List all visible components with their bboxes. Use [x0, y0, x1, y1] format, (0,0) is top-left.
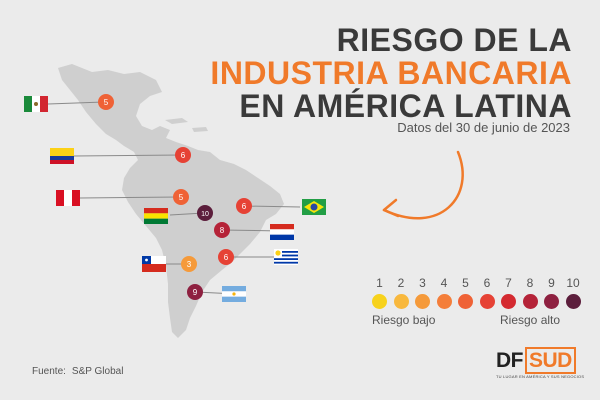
- risk-marker-brazil: 6: [236, 198, 252, 214]
- scale-number-9: 9: [548, 276, 555, 290]
- svg-text:5: 5: [179, 193, 184, 202]
- high-risk-label: Riesgo alto: [500, 313, 561, 327]
- source-label: Fuente:: [32, 366, 66, 377]
- scale-number-3: 3: [419, 276, 426, 290]
- source-value: S&P Global: [71, 366, 124, 377]
- scale-number-1: 1: [376, 276, 383, 290]
- low-risk-label: Riesgo bajo: [372, 313, 436, 327]
- scale-dot-2: [393, 294, 409, 309]
- risk-marker-colombia: 6: [175, 147, 191, 163]
- title-line-3: EN AMÉRICA LATINA: [239, 88, 572, 124]
- scale-dot-1: [372, 294, 387, 309]
- scale-number-5: 5: [462, 276, 469, 290]
- svg-text:10: 10: [201, 211, 209, 218]
- scale-number-8: 8: [526, 276, 534, 290]
- risk-marker-mexico: 5: [98, 94, 114, 110]
- svg-text:5: 5: [104, 98, 109, 107]
- risk-marker-uruguay: 6: [218, 249, 234, 265]
- scale-number-2: 2: [397, 276, 405, 290]
- paraguay-flag: [270, 224, 294, 240]
- logo-tagline: TU LUGAR EN AMÉRICA Y SUS NEGOCIOS: [496, 374, 585, 379]
- svg-text:6: 6: [181, 151, 186, 160]
- svg-text:6: 6: [224, 253, 229, 262]
- title-line-2: INDUSTRIA BANCARIA: [210, 55, 572, 91]
- scale-dot-5: [458, 294, 473, 309]
- latin-america-map: [58, 64, 284, 338]
- risk-marker-chile: 3: [181, 256, 197, 272]
- scale-dot-9: [544, 294, 559, 309]
- risk-marker-argentina: 9: [187, 284, 203, 300]
- svg-text:9: 9: [193, 288, 198, 297]
- colombia-flag: [50, 148, 74, 164]
- logo-sud: SUD: [525, 347, 576, 374]
- title-line-1: RIESGO DE LA: [336, 22, 572, 58]
- scale-dot-3: [415, 294, 430, 309]
- scale-dot-4: [436, 294, 452, 309]
- risk-marker-peru: 5: [173, 189, 189, 205]
- mexico-flag: [24, 96, 48, 112]
- scale-dot-7: [501, 294, 516, 309]
- svg-text:3: 3: [187, 260, 192, 269]
- source-note: Fuente: S&P Global: [32, 366, 129, 377]
- scale-number-7: 7: [505, 276, 512, 290]
- risk-marker-paraguay: 8: [214, 222, 230, 238]
- subtitle: Datos del 30 de junio de 2023: [397, 120, 570, 135]
- peru-flag: [56, 190, 80, 206]
- scale-dot-10: [565, 294, 581, 309]
- logo-df: DF: [496, 349, 524, 372]
- svg-text:8: 8: [220, 226, 225, 235]
- argentina-flag: [222, 286, 246, 302]
- scale-number-10: 10: [566, 276, 580, 290]
- scale-dot-6: [479, 294, 495, 309]
- risk-marker-bolivia: 10: [197, 205, 213, 221]
- brazil-flag: [302, 199, 326, 215]
- caribbean-islands: [165, 118, 208, 132]
- dfsud-logo: DF SUD TU LUGAR EN AMÉRICA Y SUS NEGOCIOS: [496, 347, 585, 390]
- uruguay-flag: [274, 249, 298, 265]
- bolivia-flag: [144, 208, 168, 224]
- scale-dot-8: [522, 294, 538, 309]
- scale-number-4: 4: [440, 276, 448, 290]
- chile-flag: [142, 256, 166, 272]
- svg-text:6: 6: [242, 202, 247, 211]
- curved-arrow-icon: [382, 150, 464, 220]
- scale-number-6: 6: [483, 276, 491, 290]
